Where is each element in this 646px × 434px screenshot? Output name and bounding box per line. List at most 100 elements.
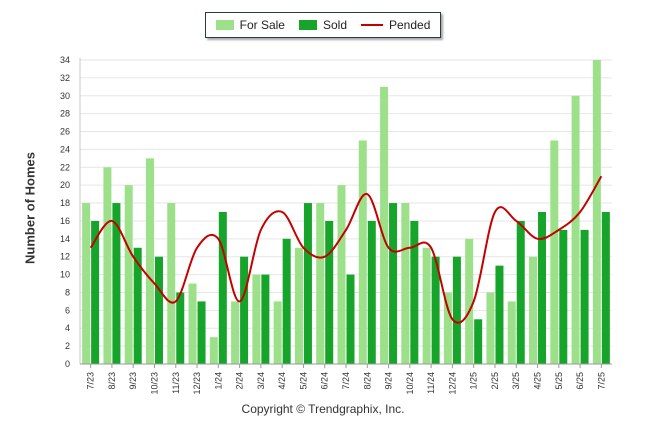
bar-sold [495,265,504,364]
bar-for-sale [337,185,346,364]
y-tick-label: 18 [60,198,70,208]
chart-legend: For Sale Sold Pended [205,12,441,38]
legend-swatch-for-sale [215,20,234,30]
x-tick-label: 2/24 [235,372,245,390]
bar-sold [367,220,376,364]
bar-sold [580,229,589,364]
y-tick-label: 22 [60,162,70,172]
x-tick-label: 3/25 [511,372,521,390]
bar-sold [91,220,100,364]
y-tick-label: 20 [60,180,70,190]
bar-sold [431,256,440,364]
bar-for-sale [231,301,240,364]
x-tick-label: 5/25 [554,372,564,390]
x-tick-label: 8/24 [362,372,372,390]
bar-sold [261,274,270,364]
pended-line [89,175,603,324]
bar-sold [559,229,568,364]
y-tick-label: 2 [65,341,70,351]
bar-for-sale [550,140,559,364]
bar-for-sale [124,185,133,364]
x-tick-label: 4/25 [533,372,543,390]
bar-for-sale [209,337,218,364]
legend-swatch-sold [298,20,317,30]
x-tick-label: 4/24 [277,372,287,390]
x-tick-label: 11/23 [171,372,181,394]
x-tick-label: 10/23 [149,372,159,395]
copyright-text: Copyright © Trendgraphix, Inc. [241,402,405,416]
bar-for-sale [167,203,176,364]
x-tick-label: 1/24 [213,372,223,390]
bar-sold [389,203,398,364]
bar-sold [282,238,291,364]
y-tick-label: 24 [60,144,70,154]
bar-for-sale [507,301,516,364]
bar-for-sale [571,95,580,364]
x-tick-label: 9/23 [128,372,138,390]
bar-for-sale [486,292,495,364]
bar-for-sale [401,203,410,364]
bar-for-sale [294,247,303,364]
bar-sold [218,212,227,364]
bar-for-sale [422,247,431,364]
x-tick-label: 11/24 [426,372,436,394]
bar-for-sale [103,167,112,364]
bar-sold [601,212,610,364]
y-axis-title: Number of Homes [22,152,38,264]
y-tick-label: 30 [60,91,70,101]
bar-for-sale [252,274,261,364]
legend-item-for-sale: For Sale [215,18,285,32]
x-tick-label: 7/24 [341,372,351,390]
y-tick-label: 10 [60,270,70,280]
bar-for-sale [273,301,282,364]
x-tick-label: 6/25 [575,372,585,390]
bar-for-sale [188,283,197,364]
x-tick-label: 3/24 [256,372,266,390]
legend-label-sold: Sold [322,18,347,32]
bar-for-sale [145,158,154,364]
x-tick-label: 7/25 [596,372,606,390]
x-tick-label: 5/24 [298,372,308,390]
bar-sold [452,256,461,364]
bar-sold [197,301,206,364]
bar-sold [240,256,249,364]
bar-for-sale [529,256,538,364]
bar-for-sale [465,238,474,364]
x-tick-label: 2/25 [490,372,500,390]
y-tick-label: 14 [60,234,70,244]
bar-sold [303,203,312,364]
y-tick-label: 4 [65,323,70,333]
bar-for-sale [380,86,389,364]
legend-item-sold: Sold [298,18,347,32]
bar-sold [474,319,483,364]
bar-for-sale [592,60,601,364]
x-tick-label: 9/24 [384,372,394,390]
bar-sold [112,203,121,364]
x-tick-label: 10/24 [405,372,415,395]
x-tick-label: 6/24 [320,372,330,390]
y-tick-label: 8 [65,287,70,297]
bar-sold [516,220,525,364]
y-tick-label: 32 [60,73,70,83]
legend-item-pended: Pended [361,18,430,32]
bar-for-sale [443,292,452,364]
x-tick-label: 12/24 [447,372,457,395]
y-tick-label: 12 [60,252,70,262]
bar-sold [154,256,163,364]
bar-for-sale [82,203,91,364]
bar-for-sale [358,140,367,364]
y-tick-label: 0 [65,359,70,369]
legend-label-for-sale: For Sale [239,18,285,32]
y-tick-label: 34 [60,55,70,65]
bar-sold [133,247,142,364]
bar-sold [346,274,355,364]
x-tick-label: 8/23 [107,372,117,390]
bar-for-sale [316,203,325,364]
x-tick-label: 1/25 [469,372,479,390]
bar-sold [176,292,185,364]
bar-sold [410,220,419,364]
x-tick-label: 12/23 [192,372,202,395]
y-tick-label: 16 [60,216,70,226]
